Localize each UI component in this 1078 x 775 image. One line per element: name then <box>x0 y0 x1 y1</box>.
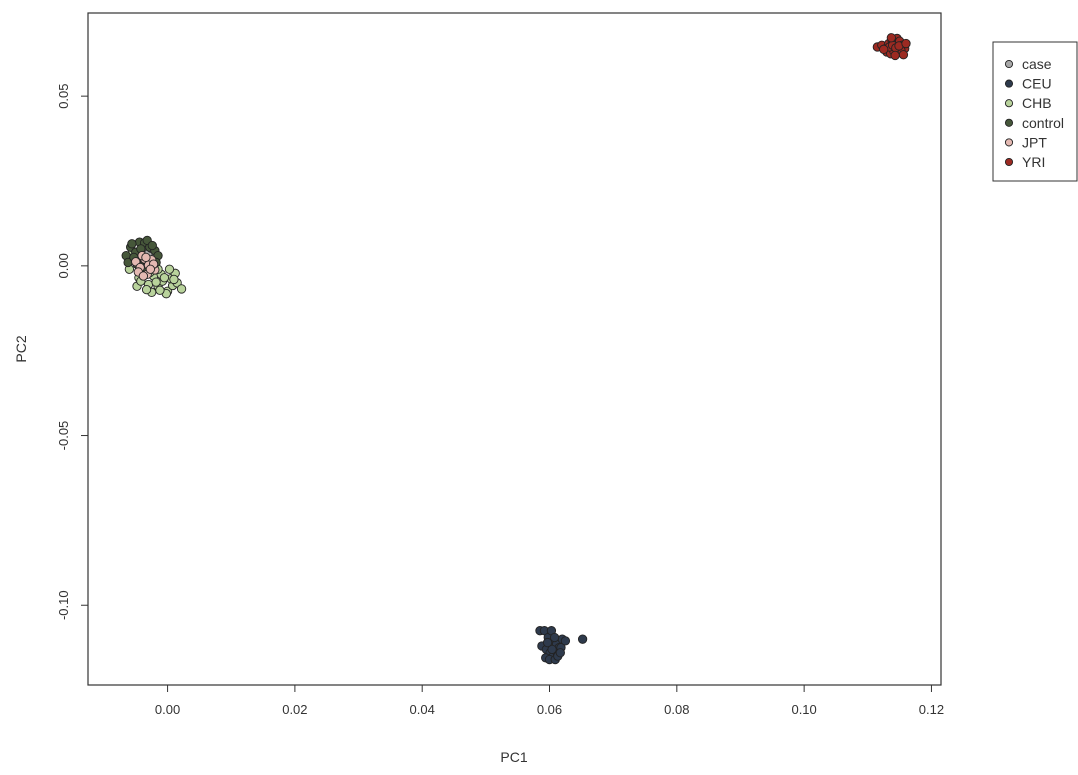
legend-marker-case <box>1004 59 1014 69</box>
x-tick-label: 0.10 <box>791 702 816 717</box>
point-control <box>147 240 157 251</box>
point-yri <box>879 44 889 54</box>
point-ceu <box>547 644 557 655</box>
x-tick-label: 0.04 <box>410 702 435 717</box>
point-yri <box>886 33 896 43</box>
point-ceu <box>555 648 565 658</box>
y-tick-label: 0.00 <box>56 253 71 278</box>
y-axis-label: PC2 <box>13 335 29 362</box>
point-jpt <box>138 271 149 281</box>
point-ceu <box>577 634 588 644</box>
x-axis-label: PC1 <box>500 749 527 765</box>
point-jpt <box>141 252 151 263</box>
point-yri <box>898 50 909 60</box>
legend-marker-control <box>1004 118 1014 127</box>
point-chb <box>141 284 152 295</box>
point-chb <box>155 285 165 295</box>
legend-label-jpt: JPT <box>1022 134 1047 150</box>
x-tick-label: 0.00 <box>155 702 180 717</box>
y-tick-label: -0.05 <box>56 421 71 451</box>
x-tick-label: 0.06 <box>537 702 562 717</box>
legend-marker-ceu <box>1004 79 1014 88</box>
plot-frame <box>87 12 942 686</box>
point-chb <box>151 277 161 287</box>
legend-marker-jpt <box>1004 138 1014 147</box>
legend-label-case: case <box>1022 56 1052 72</box>
point-chb <box>176 284 187 294</box>
y-axis: -0.10 -0.05 0.00 0.05 <box>56 83 88 620</box>
point-yri <box>890 50 900 61</box>
legend-marker-chb <box>1004 99 1014 108</box>
x-tick-label: 0.08 <box>664 702 689 717</box>
data-points <box>121 33 911 665</box>
point-chb <box>159 273 170 283</box>
y-tick-label: 0.05 <box>56 83 71 108</box>
x-tick-label: 0.02 <box>282 702 307 717</box>
legend-label-chb: CHB <box>1022 95 1052 111</box>
point-ceu <box>560 636 571 646</box>
y-tick-label: -0.10 <box>56 590 71 620</box>
point-chb <box>164 264 175 274</box>
x-axis: 0.00 0.02 0.04 0.06 0.08 0.10 0.12 <box>155 685 944 717</box>
legend: case CEU CHB control JPT YRI <box>992 41 1078 182</box>
point-ceu <box>549 632 560 643</box>
point-control <box>127 239 137 249</box>
point-chb <box>169 274 179 285</box>
legend-marker-yri <box>1004 157 1014 167</box>
legend-label-ceu: CEU <box>1022 76 1052 92</box>
point-jpt <box>145 264 156 274</box>
legend-label-yri: YRI <box>1022 154 1045 170</box>
point-ceu <box>542 637 553 648</box>
point-yri <box>901 38 911 49</box>
x-tick-label: 0.12 <box>919 702 944 717</box>
legend-label-control: control <box>1022 115 1064 131</box>
